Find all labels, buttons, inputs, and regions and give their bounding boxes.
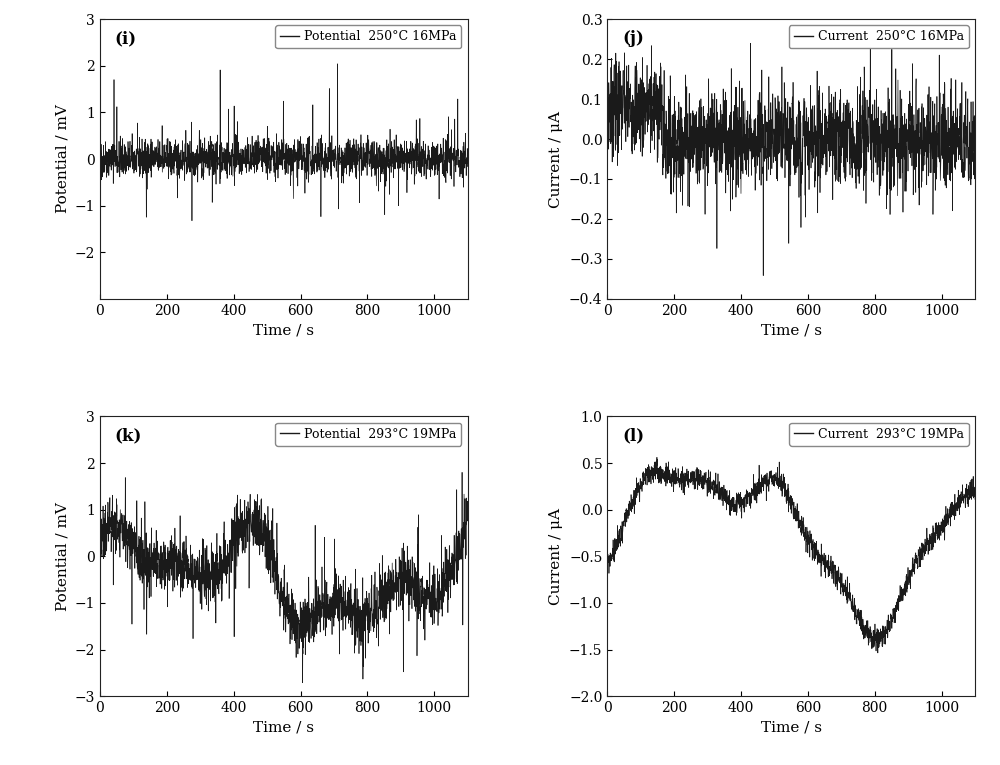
- Y-axis label: Potential / mV: Potential / mV: [55, 105, 69, 213]
- X-axis label: Time / s: Time / s: [253, 324, 314, 337]
- Text: (i): (i): [115, 31, 137, 47]
- Legend: Potential  250°C 16MPa: Potential 250°C 16MPa: [275, 25, 461, 48]
- Y-axis label: Potential / mV: Potential / mV: [55, 502, 69, 610]
- Text: (j): (j): [622, 31, 644, 47]
- Y-axis label: Current / μA: Current / μA: [549, 508, 563, 605]
- Legend: Current  293°C 19MPa: Current 293°C 19MPa: [789, 422, 969, 446]
- X-axis label: Time / s: Time / s: [761, 721, 822, 734]
- Text: (k): (k): [115, 428, 142, 444]
- Text: (l): (l): [622, 428, 644, 444]
- Y-axis label: Current / μA: Current / μA: [549, 110, 563, 207]
- X-axis label: Time / s: Time / s: [761, 324, 822, 337]
- Legend: Potential  293°C 19MPa: Potential 293°C 19MPa: [275, 422, 461, 446]
- X-axis label: Time / s: Time / s: [253, 721, 314, 734]
- Legend: Current  250°C 16MPa: Current 250°C 16MPa: [789, 25, 969, 48]
